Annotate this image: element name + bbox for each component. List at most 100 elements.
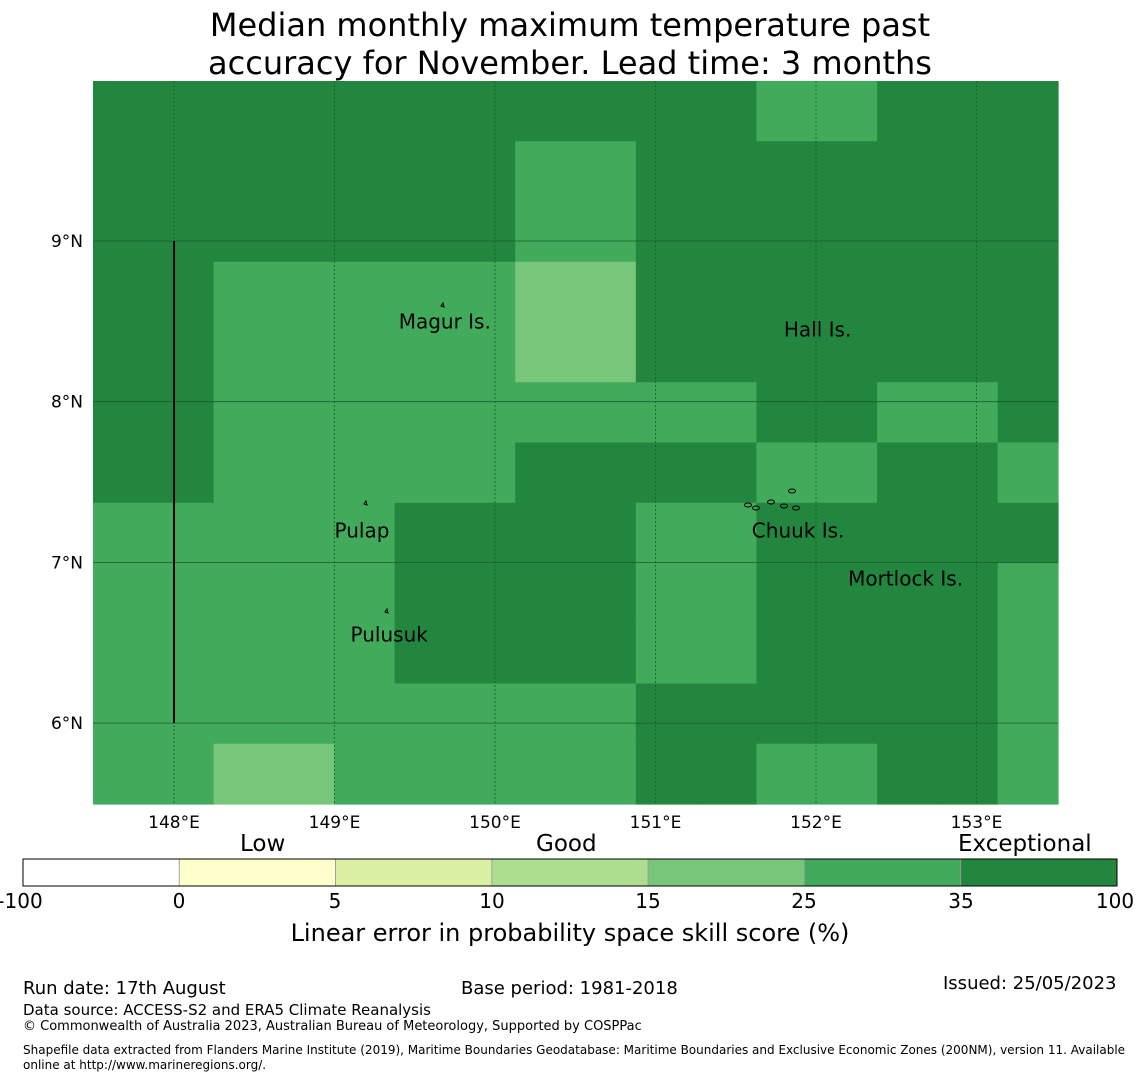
grid-cell [696,141,758,203]
grid-cell [756,623,818,685]
grid-cell [334,261,396,323]
island-outlines [363,301,800,614]
grid-cell [394,502,456,564]
grid-cell [334,201,396,263]
colorbar-tick: 100 [1095,889,1135,913]
grid-cell [575,382,637,444]
island-outline [780,503,788,509]
grid-cell [153,81,215,142]
lon-label: 149°E [309,813,361,833]
lon-label: 152°E [790,813,842,833]
grid-cell [816,141,878,203]
grid-cell [997,442,1059,504]
grid-cell [515,141,577,203]
grid-cell [756,81,818,142]
grid-cell [334,623,396,685]
grid-cell [454,261,516,323]
grid-cell [93,683,154,745]
grid-cell [273,743,335,805]
grid-cell [394,322,456,383]
grid-cell [153,141,215,203]
grid-cell [153,502,215,564]
grid-cell [756,141,818,203]
grid-cell [696,322,758,383]
grid-cell [696,382,758,444]
colorbar-segment [335,858,493,887]
grid-cell [334,563,396,624]
grid-cell [937,261,999,323]
grid-cell [877,563,938,624]
grid-cell [515,81,577,142]
grid-cell [997,683,1059,745]
grid-cell [937,322,999,383]
island-outline [792,505,800,511]
grid-cell [937,743,999,805]
colorbar-segment [804,858,962,887]
grid-cell [877,502,938,564]
grid-cell [394,141,456,203]
grid-cell [153,322,215,383]
grid-cell [394,743,456,805]
grid-cell [153,201,215,263]
lat-label: 6°N [51,714,83,734]
colorbar-tick: 25 [791,889,817,913]
grid-cell [937,623,999,685]
grid-cell [213,743,275,805]
legend-low-label: Low [240,831,286,857]
grid-cell [93,502,154,564]
grid-cell [816,261,878,323]
grid-cell [997,81,1059,142]
grid-cell [93,81,154,142]
longitude-labels: 148°E 149°E 150°E 151°E 152°E 153°E [148,813,1002,833]
grid-cell [756,743,818,805]
colorbar-tick: 15 [635,889,661,913]
grid-cell [635,502,697,564]
grid-cell [394,683,456,745]
grid-cell [937,201,999,263]
grid-cell [334,442,396,504]
grid-cell [816,623,878,685]
grid-cell [937,502,999,564]
colorbar-segment [647,858,805,887]
grid-cell [93,322,154,383]
colorbar-tick: 35 [948,889,974,913]
grid-cell [394,261,456,323]
grid-cell [696,81,758,142]
grid-cell [515,502,577,564]
grid-cell [575,322,637,383]
grid-cell [515,322,577,383]
grid-cell [877,81,938,142]
grid-cell [816,81,878,142]
island-outline [767,499,775,505]
grid-cell [756,322,818,383]
grid-cell [816,683,878,745]
grid-cell [635,201,697,263]
grid-cell [334,743,396,805]
grid-cell [213,382,275,444]
grid-cell [997,382,1059,444]
grid-cell [877,683,938,745]
lat-label: 9°N [51,232,83,252]
grid-cell [756,261,818,323]
grid-cell [273,382,335,444]
grid-cell [575,442,637,504]
grid-cell [394,382,456,444]
island-outline [788,488,796,494]
shapefile-credit-line-1: Shapefile data extracted from Flanders M… [23,1043,1126,1057]
grid-cell [575,201,637,263]
grid-cell [273,442,335,504]
grid-cell [937,563,999,624]
grid-cell [93,563,154,624]
grid-cell [515,623,577,685]
lat-label: 8°N [51,393,83,413]
grid-cell [877,141,938,203]
grid-cell [756,201,818,263]
grid-cell [635,623,697,685]
grid-cell [454,623,516,685]
grid-cell [997,261,1059,323]
grid-cell [213,261,275,323]
grid-cell [153,743,215,805]
grid-cell [454,141,516,203]
legend-good-label: Good [536,831,597,857]
grid-cell [635,683,697,745]
